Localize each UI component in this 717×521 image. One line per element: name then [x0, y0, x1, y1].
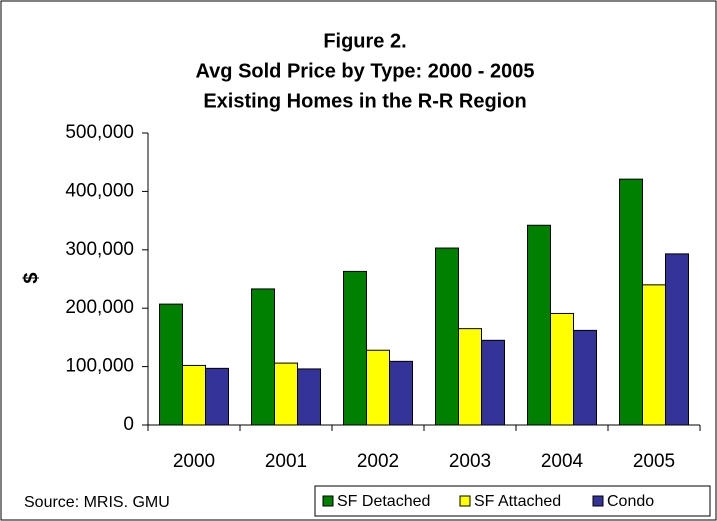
bar — [274, 362, 298, 426]
bar — [573, 329, 597, 426]
y-axis-label: $ — [20, 272, 42, 283]
bar — [619, 178, 643, 426]
bar — [251, 288, 275, 426]
legend-swatch — [459, 495, 471, 507]
bar — [159, 303, 183, 426]
chart-title: Existing Homes in the R-R Region — [203, 90, 526, 112]
x-tick-label: 2004 — [541, 451, 584, 472]
legend-label: SF Detached — [337, 493, 430, 510]
legend-swatch — [592, 495, 604, 507]
legend-label: SF Attached — [474, 493, 561, 510]
y-tick-label: 500,000 — [65, 122, 134, 143]
legend-box — [314, 485, 711, 517]
bar — [642, 284, 666, 426]
legend-label: Condo — [607, 493, 654, 510]
bar — [550, 312, 574, 426]
bar — [435, 247, 459, 426]
bar — [458, 328, 482, 426]
bar — [481, 339, 505, 426]
source-note: Source: MRIS. GMU — [24, 494, 170, 511]
y-tick-label: 0 — [123, 414, 134, 435]
x-tick-label: 2005 — [633, 451, 675, 472]
bar — [389, 360, 413, 426]
bar — [205, 367, 229, 426]
y-tick-label: 300,000 — [65, 239, 134, 260]
y-tick-label: 400,000 — [65, 180, 134, 201]
bar — [665, 253, 689, 426]
bar — [366, 349, 390, 426]
legend-swatch — [322, 495, 334, 507]
x-tick-label: 2002 — [357, 451, 399, 472]
bar — [343, 270, 367, 426]
x-tick-label: 2003 — [449, 451, 491, 472]
y-tick-label: 100,000 — [65, 356, 134, 377]
chart-title: Figure 2. — [323, 30, 406, 52]
bar — [297, 368, 321, 426]
bar — [182, 364, 206, 426]
x-tick-label: 2001 — [265, 451, 307, 472]
chart-title: Avg Sold Price by Type: 2000 - 2005 — [195, 60, 534, 82]
x-tick-label: 2000 — [173, 451, 215, 472]
y-tick-label: 200,000 — [65, 297, 134, 318]
bar — [527, 224, 551, 426]
